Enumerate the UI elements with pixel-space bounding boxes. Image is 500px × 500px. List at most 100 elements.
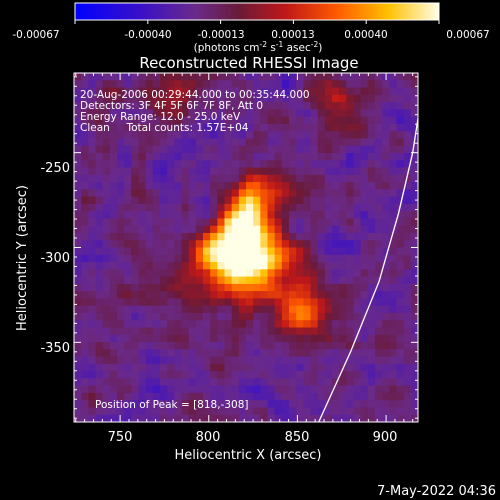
heatmap-cell (181, 400, 190, 409)
heatmap-cell (410, 392, 418, 401)
heatmap-cell (160, 225, 168, 234)
heatmap-cell (353, 356, 362, 365)
heatmap-cell (238, 414, 247, 422)
heatmap-cell (353, 123, 362, 132)
heatmap-cell (339, 407, 347, 416)
heatmap-cell (145, 385, 154, 394)
heatmap-cell (131, 371, 140, 379)
heatmap-cell (382, 109, 390, 118)
heatmap-cell (181, 73, 190, 81)
heatmap-cell (109, 269, 118, 278)
heatmap-cell (160, 320, 168, 329)
heatmap-cell (353, 349, 362, 358)
heatmap-cell (296, 189, 304, 198)
heatmap-cell (188, 152, 197, 161)
heatmap-cell (260, 189, 269, 198)
heatmap-cell (152, 414, 161, 422)
heatmap-cell (389, 298, 398, 307)
heatmap-cell (88, 283, 97, 292)
heatmap-cell (195, 400, 204, 409)
heatmap-cell (410, 174, 418, 183)
heatmap-cell (353, 174, 362, 183)
heatmap-cell (152, 254, 161, 263)
heatmap-cell (124, 312, 132, 321)
heatmap-cell (375, 414, 383, 422)
heatmap-cell (403, 182, 412, 190)
heatmap-cell (367, 102, 376, 110)
heatmap-cell (310, 116, 319, 125)
heatmap-cell (403, 414, 412, 422)
heatmap-cell (131, 203, 140, 212)
heatmap-cell (324, 269, 333, 278)
heatmap-cell (188, 196, 197, 205)
heatmap-cell (346, 327, 355, 336)
heatmap-cell (95, 182, 104, 190)
heatmap-cell (195, 349, 204, 358)
heatmap-cell (138, 182, 147, 190)
heatmap-cell (317, 269, 326, 278)
heatmap-cell (203, 247, 211, 256)
heatmap-cell (74, 247, 82, 256)
heatmap-cell (102, 363, 111, 372)
heatmap-cell (174, 109, 183, 118)
heatmap-cell (274, 400, 283, 409)
heatmap-cell (253, 392, 261, 401)
heatmap-cell (403, 305, 412, 314)
heatmap-cell (102, 116, 111, 125)
heatmap-cell (224, 371, 233, 379)
heatmap-cell (410, 152, 418, 161)
heatmap-cell (231, 196, 240, 205)
heatmap-cell (324, 196, 333, 205)
heatmap-cell (303, 392, 312, 401)
heatmap-cell (267, 327, 276, 336)
heatmap-cell (167, 94, 175, 103)
heatmap-cell (339, 305, 347, 314)
heatmap-cell (238, 283, 247, 292)
heatmap-cell (210, 102, 218, 110)
heatmap-cell (138, 225, 147, 234)
heatmap-cell (217, 94, 226, 103)
heatmap-cell (332, 80, 340, 89)
heatmap-cell (152, 218, 161, 227)
heatmap-cell (339, 167, 347, 176)
heatmap-cell (410, 327, 418, 336)
heatmap-cell (375, 320, 383, 329)
heatmap-cell (267, 269, 276, 278)
heatmap-cell (367, 414, 376, 422)
heatmap-cell (231, 371, 240, 379)
heatmap-cell (217, 378, 226, 387)
heatmap-cell (346, 123, 355, 132)
heatmap-cell (167, 305, 175, 314)
heatmap-cell (367, 94, 376, 103)
heatmap-cell (74, 276, 82, 285)
heatmap-cell (74, 109, 82, 118)
heatmap-cell (360, 356, 369, 365)
heatmap-cell (181, 225, 190, 234)
heatmap-cell (367, 138, 376, 147)
heatmap-cell (281, 138, 290, 147)
heatmap-cell (231, 102, 240, 110)
heatmap-cell (367, 152, 376, 161)
heatmap-cell (382, 283, 390, 292)
heatmap-cell (124, 240, 132, 249)
y-tick-label: -300 (40, 251, 70, 266)
heatmap-cell (217, 225, 226, 234)
heatmap-cell (274, 385, 283, 394)
heatmap-cell (195, 254, 204, 263)
heatmap-cell (181, 123, 190, 132)
heatmap-cell (353, 254, 362, 263)
heatmap-cell (160, 160, 168, 169)
heatmap-cell (210, 232, 218, 241)
heatmap-cell (289, 123, 297, 132)
heatmap-cell (102, 276, 111, 285)
heatmap-cell (296, 269, 304, 278)
heatmap-cell (174, 247, 183, 256)
heatmap-cell (124, 160, 132, 169)
heatmap-cell (160, 291, 168, 299)
heatmap-cell (195, 407, 204, 416)
heatmap-cell (174, 342, 183, 350)
heatmap-cell (389, 400, 398, 409)
heatmap-cell (267, 218, 276, 227)
heatmap-cell (167, 283, 175, 292)
heatmap-cell (203, 298, 211, 307)
